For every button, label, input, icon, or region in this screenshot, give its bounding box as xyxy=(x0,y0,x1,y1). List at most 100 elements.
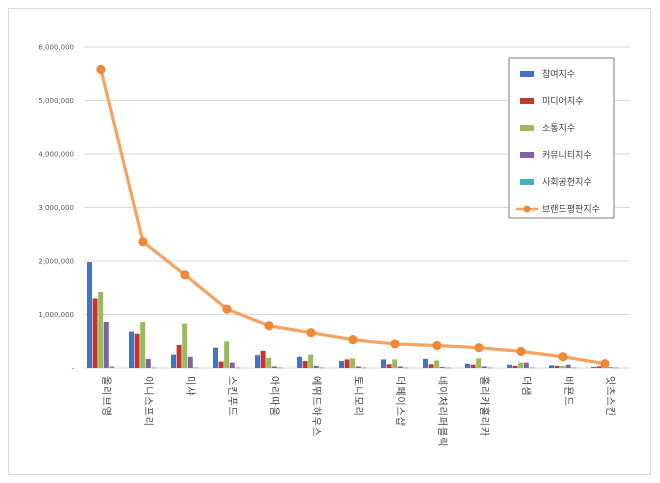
bar-4-2 xyxy=(193,367,199,369)
bar-1-6 xyxy=(344,359,350,368)
bar-4-6 xyxy=(361,367,367,369)
x-category-label: 에뛰드하우스 xyxy=(310,376,323,437)
bar-1-11 xyxy=(554,365,560,368)
bar-3-2 xyxy=(187,356,193,368)
bar-1-5 xyxy=(302,361,308,368)
bar-1-12 xyxy=(596,366,602,368)
x-category-label: 비욘드 xyxy=(562,376,574,407)
bars xyxy=(87,262,619,369)
line-point-7 xyxy=(390,339,400,349)
line-point-8 xyxy=(432,340,442,351)
y-tick-label: - xyxy=(71,365,74,373)
x-category-label: 네이처리퍼블릭 xyxy=(436,376,448,447)
bar-0-8 xyxy=(423,358,428,368)
legend-box xyxy=(508,57,615,219)
bar-3-11 xyxy=(565,364,571,368)
bar-3-5 xyxy=(313,365,319,368)
y-tick-label: 2,000,000 xyxy=(38,258,74,266)
legend-swatch-0 xyxy=(520,71,534,77)
line-point-5 xyxy=(306,328,316,338)
legend-marker-5 xyxy=(523,205,531,213)
bar-3-6 xyxy=(355,366,361,368)
bar-4-10 xyxy=(529,367,535,369)
bar-1-8 xyxy=(428,364,434,368)
legend-label-4: 사회공헌지수 xyxy=(542,177,592,188)
line-point-4 xyxy=(264,321,274,331)
bar-0-12 xyxy=(591,366,596,368)
line-point-1 xyxy=(138,237,148,247)
legend-swatch-3 xyxy=(520,152,534,158)
bar-4-1 xyxy=(151,367,157,369)
line-point-6 xyxy=(348,335,358,345)
bar-1-3 xyxy=(218,361,224,368)
bar-4-7 xyxy=(403,367,409,369)
bar-3-0 xyxy=(103,321,109,368)
y-tick-label: 4,000,000 xyxy=(38,151,74,159)
bar-0-0 xyxy=(87,262,92,368)
bar-0-5 xyxy=(297,356,302,368)
line-point-2 xyxy=(180,270,190,280)
bar-2-7 xyxy=(392,359,398,368)
bar-1-1 xyxy=(134,333,140,368)
y-tick-label: 6,000,000 xyxy=(38,44,74,52)
x-category-label: 잇츠스킨 xyxy=(604,376,616,417)
bar-0-3 xyxy=(213,347,218,368)
x-category-label: 올리브영 xyxy=(100,376,112,417)
bar-3-12 xyxy=(607,367,613,368)
bar-2-5 xyxy=(308,354,314,368)
bar-4-9 xyxy=(487,367,493,369)
line-point-10 xyxy=(516,346,526,357)
bar-3-3 xyxy=(229,362,235,368)
bar-1-9 xyxy=(470,364,476,368)
bar-1-10 xyxy=(512,365,518,368)
y-tick-label: 3,000,000 xyxy=(38,204,74,212)
legend-label-2: 소통지수 xyxy=(542,123,575,134)
bar-0-4 xyxy=(255,355,260,368)
bar-3-7 xyxy=(397,366,403,368)
bar-0-7 xyxy=(381,359,386,368)
bar-3-8 xyxy=(439,366,445,368)
bar-4-4 xyxy=(277,367,283,369)
bar-1-7 xyxy=(386,364,392,368)
bar-0-11 xyxy=(549,365,554,368)
bar-2-3 xyxy=(224,341,230,368)
bar-4-3 xyxy=(235,367,241,369)
y-axis-ticks: 6,000,000 5,000,000 4,000,000 3,000,000 2,00… xyxy=(38,44,74,373)
bar-2-9 xyxy=(476,358,482,368)
legend-label-1: 미디어지수 xyxy=(542,96,583,107)
x-category-label: 스킨푸드 xyxy=(226,376,238,417)
bar-2-11 xyxy=(560,365,566,368)
brand-reputation-line xyxy=(96,64,610,369)
line-point-12 xyxy=(600,359,610,369)
legend-label-0: 참여지수 xyxy=(542,68,575,80)
x-category-label: 홀리카홀리카 xyxy=(478,376,491,437)
line-point-9 xyxy=(474,343,484,353)
bar-4-8 xyxy=(445,367,451,369)
bar-2-2 xyxy=(182,323,188,368)
bar-4-5 xyxy=(319,367,325,369)
bar-2-8 xyxy=(434,360,440,368)
bar-2-10 xyxy=(518,362,524,368)
bar-1-0 xyxy=(92,298,98,368)
bar-1-4 xyxy=(260,350,266,368)
legend-swatch-1 xyxy=(520,98,534,104)
line-point-0 xyxy=(96,64,106,75)
bar-2-4 xyxy=(266,357,272,368)
bar-3-10 xyxy=(523,362,529,368)
x-category-label: 아리따움 xyxy=(268,376,280,417)
x-category-label: 미샤 xyxy=(184,376,196,396)
x-category-label: 이니스프리 xyxy=(142,376,154,427)
bar-0-6 xyxy=(339,361,344,368)
x-category-label: 토니모리 xyxy=(352,376,364,417)
y-tick-label: 1,000,000 xyxy=(38,311,74,319)
bar-3-1 xyxy=(145,358,151,368)
line-point-11 xyxy=(558,352,568,362)
x-category-label: 더샘 xyxy=(520,376,532,396)
bar-0-2 xyxy=(171,354,176,368)
legend-swatch-2 xyxy=(520,125,534,131)
bar-2-0 xyxy=(98,292,104,368)
bar-4-12 xyxy=(613,367,619,369)
legend-label-3: 커뮤니티지수 xyxy=(542,150,592,161)
x-axis-labels: 올리브영 이니스프리 미샤 스킨푸드 아리따움 에뛰드하우스 토니모리 더페이스샵 네이처리퍼블… xyxy=(100,376,616,447)
